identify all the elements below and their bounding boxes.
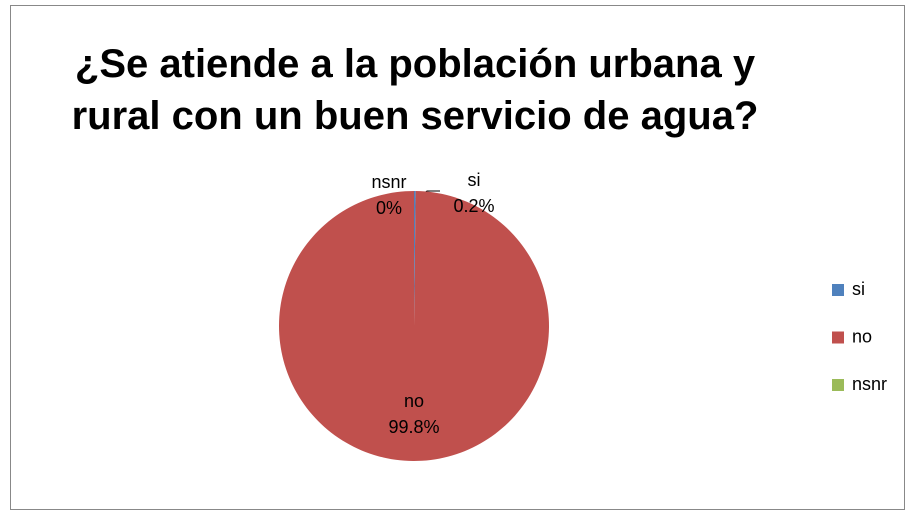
slice-label-value: 0.2% bbox=[453, 196, 494, 216]
slice-label-value: 99.8% bbox=[388, 417, 439, 437]
legend-label: nsnr bbox=[852, 374, 887, 394]
slice-label-name: si bbox=[468, 170, 481, 190]
slice-label-name: no bbox=[404, 391, 424, 411]
legend-swatch bbox=[832, 331, 844, 344]
pie-slice bbox=[279, 191, 550, 461]
slice-label-value: 0% bbox=[376, 198, 402, 218]
chart-title: ¿Se atiende a la población urbana y rura… bbox=[71, 42, 759, 138]
pie-slice bbox=[414, 191, 416, 326]
legend-label: no bbox=[852, 326, 872, 346]
legend-swatch bbox=[832, 379, 844, 391]
slice-label-name: nsnr bbox=[371, 172, 406, 192]
legend-label: si bbox=[852, 279, 865, 299]
legend-swatch bbox=[832, 284, 844, 296]
